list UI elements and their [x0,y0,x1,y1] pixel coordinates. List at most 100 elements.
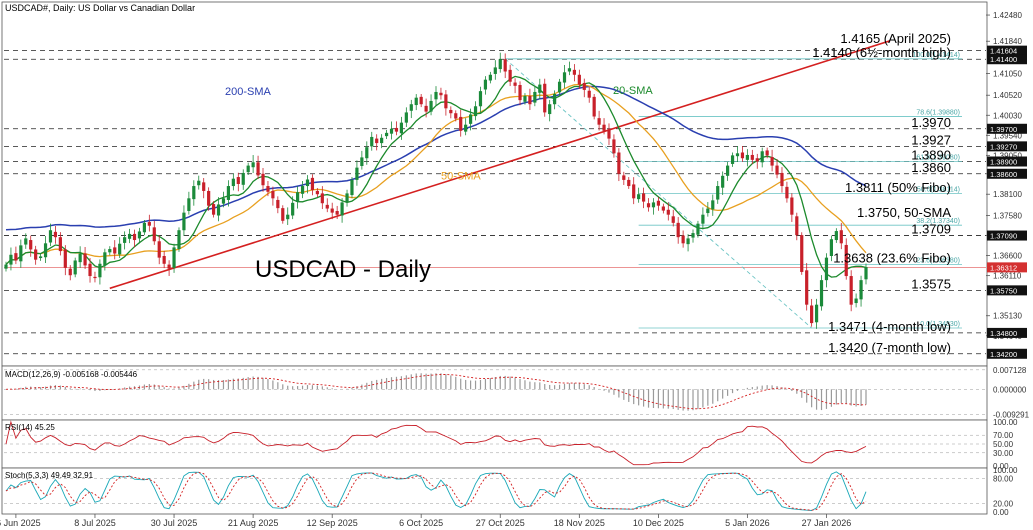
candle-body [562,72,567,83]
candle [384,130,389,139]
candle-body [78,253,82,263]
level-price-tag [987,123,1027,134]
candle [211,201,216,218]
candle-body [716,186,720,200]
candle-body [375,138,379,144]
candle-body [454,113,458,119]
candle [800,232,804,275]
candle-body [48,230,53,243]
candle [548,99,552,122]
candle [394,121,399,136]
candle-body [365,147,369,159]
candle-body [849,276,853,305]
candle [533,85,537,107]
candle-body [641,193,646,202]
candle-body [548,104,552,115]
candle [528,88,532,111]
candle-body [127,233,132,239]
candle [380,134,384,149]
candle-body [730,155,735,164]
candle [78,246,82,268]
macd-indicator: 0.007128 0.000000 -0.009291 [4,366,1030,420]
candle [4,261,8,272]
candle-body [251,162,255,168]
candle-body [651,202,656,208]
candle-body [118,243,122,255]
sma20-label: 20-SMA [613,85,653,97]
level-annotation: 1.3970 [911,115,951,130]
candle-body [152,227,156,242]
level-price-tag-text: 1.38600 [990,170,1017,179]
candle [632,177,636,205]
candle-body [296,192,300,202]
candle-body [172,247,176,268]
candle [73,257,77,278]
candle [854,293,858,308]
candle [108,246,112,256]
price-tick-label: 1.39540 [993,131,1022,140]
candle-body [800,235,804,272]
level-price-tag-text: 1.39700 [990,125,1017,134]
candle [88,257,92,283]
level-price-tag [987,45,1027,56]
candle-body [360,157,364,166]
candle [38,253,43,261]
candle-body [192,186,196,200]
candle-body [770,157,774,166]
level-annotation: 1.3638 (23.6% Fibo) [833,251,951,266]
candle [523,93,527,105]
candle-body [602,124,606,131]
candle-body [53,231,58,238]
candle [207,187,211,211]
candle-body [394,127,399,132]
candle-body [419,96,423,105]
level-annotation: 1.3811 (50% Fibo) [845,180,951,195]
candle-body [553,94,557,105]
candle-body [735,153,740,157]
fibo-level-label: 100.0(1.41414) [913,52,960,59]
candle [48,223,53,247]
candle [473,101,478,121]
stoch-tick-label: 80.00 [993,474,1014,483]
candle [63,245,67,276]
candle-body [207,190,211,206]
candle [118,237,122,258]
macd-label: MACD(12,26,9) -0.005168 -0.005446 [5,370,138,379]
candle-body [508,69,512,82]
stoch-tick-label: 0.00 [993,508,1009,517]
candle-body [681,235,685,244]
stoch-tick-label: 20.00 [993,500,1014,509]
candle [389,121,394,140]
chart-title: USDCAD#, Daily: US Dollar vs Canadian Do… [5,3,195,13]
candle-body [315,190,319,195]
stoch-panel [1,467,988,515]
candle [538,78,542,100]
time-tick-label: 8 Jul 2025 [74,518,116,528]
candle-body [4,264,8,269]
candle-body [137,231,142,239]
time-tick-label: 5 Jan 2026 [725,518,770,528]
candle [701,207,705,230]
macd-tick-label: 0.007128 [993,366,1027,375]
candle [449,106,453,119]
candle [281,205,285,224]
candle [671,209,675,227]
candle-body [785,186,789,199]
price-tick-label: 1.41840 [993,37,1022,46]
level-price-tag-text: 1.41604 [990,47,1017,56]
candle-body [760,151,764,163]
level-price-tag-text: 1.38900 [990,158,1017,167]
rsi-tick-label: 0.00 [993,462,1009,471]
candle [256,155,260,180]
candle [745,149,749,167]
candle-body [147,222,151,226]
level-price-tag [987,285,1027,296]
candle-body [68,268,72,276]
candle-body [666,209,670,215]
candle-body [765,150,769,156]
candle-body [216,204,221,216]
candle-body [24,238,28,245]
candle [810,298,814,327]
